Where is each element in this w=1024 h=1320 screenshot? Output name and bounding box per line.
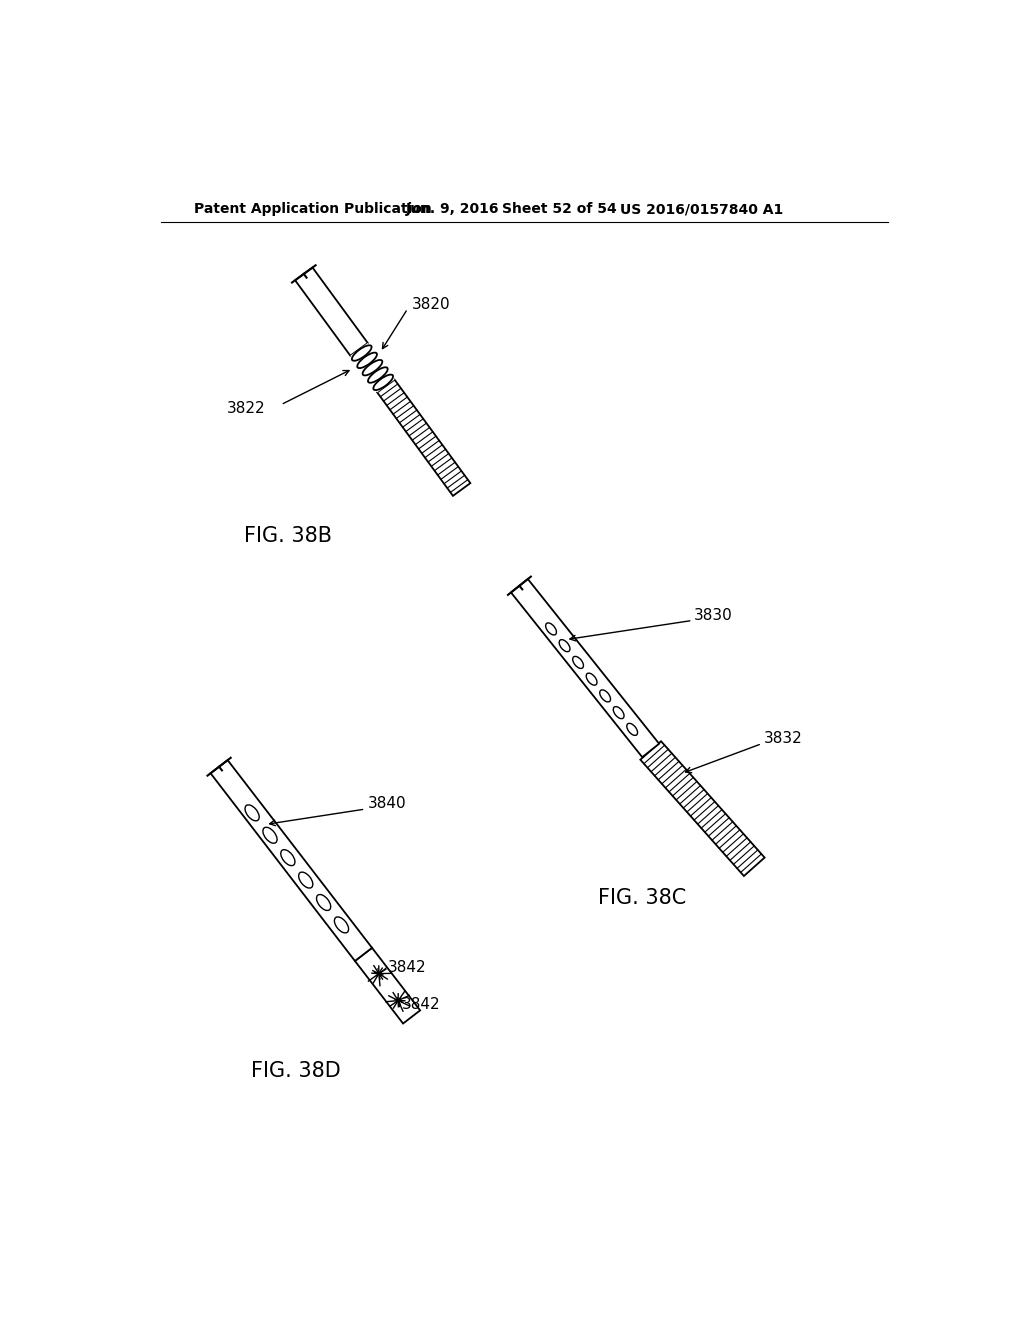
- Ellipse shape: [299, 873, 312, 888]
- Ellipse shape: [627, 723, 638, 735]
- Ellipse shape: [546, 623, 556, 635]
- Ellipse shape: [613, 706, 624, 718]
- Polygon shape: [295, 268, 368, 355]
- Ellipse shape: [374, 375, 393, 391]
- Ellipse shape: [559, 640, 570, 652]
- Ellipse shape: [335, 917, 348, 933]
- Text: 3842: 3842: [402, 997, 440, 1012]
- Ellipse shape: [352, 346, 372, 360]
- Polygon shape: [511, 579, 659, 758]
- Text: 3840: 3840: [368, 796, 407, 812]
- Ellipse shape: [357, 352, 377, 368]
- Text: FIG. 38D: FIG. 38D: [251, 1061, 341, 1081]
- Ellipse shape: [586, 673, 597, 685]
- Polygon shape: [640, 742, 765, 876]
- Ellipse shape: [600, 690, 610, 702]
- Ellipse shape: [245, 805, 259, 821]
- Ellipse shape: [281, 850, 295, 866]
- Polygon shape: [377, 380, 470, 496]
- Ellipse shape: [368, 367, 388, 383]
- Text: Jun. 9, 2016: Jun. 9, 2016: [407, 202, 500, 216]
- Text: 3830: 3830: [694, 609, 733, 623]
- Text: 3820: 3820: [412, 297, 451, 313]
- Text: Sheet 52 of 54: Sheet 52 of 54: [502, 202, 616, 216]
- Text: FIG. 38B: FIG. 38B: [245, 525, 333, 545]
- Polygon shape: [350, 343, 394, 392]
- Ellipse shape: [316, 895, 331, 911]
- Text: 3822: 3822: [226, 401, 265, 416]
- Text: 3832: 3832: [764, 731, 802, 747]
- Text: Patent Application Publication: Patent Application Publication: [194, 202, 431, 216]
- Text: US 2016/0157840 A1: US 2016/0157840 A1: [621, 202, 783, 216]
- Text: 3842: 3842: [388, 960, 427, 975]
- Polygon shape: [211, 760, 372, 961]
- Text: FIG. 38C: FIG. 38C: [598, 887, 687, 908]
- Ellipse shape: [263, 828, 278, 843]
- Polygon shape: [355, 948, 420, 1023]
- Ellipse shape: [572, 656, 584, 668]
- Ellipse shape: [362, 360, 382, 375]
